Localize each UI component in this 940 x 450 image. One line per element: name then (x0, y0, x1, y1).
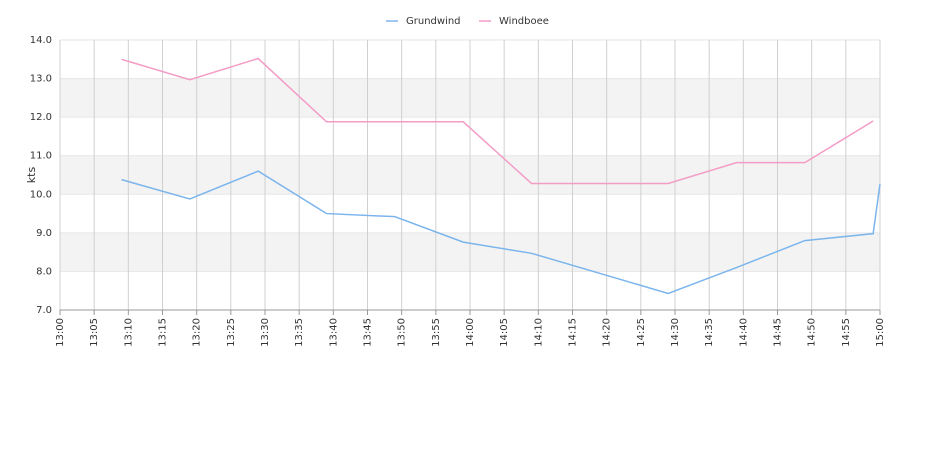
x-tick-label: 14:20 (602, 318, 613, 347)
y-axis-label: kts (25, 167, 38, 184)
x-tick-label: 13:45 (363, 318, 374, 347)
x-tick-label: 14:45 (773, 318, 784, 347)
x-tick-label: 14:40 (738, 318, 749, 347)
x-tick-label: 14:25 (636, 318, 647, 347)
x-tick-label: 13:35 (294, 318, 305, 347)
y-tick-label: 8.0 (36, 266, 52, 277)
series-line (121, 170, 881, 295)
x-tick-label: 15:00 (875, 318, 886, 347)
y-tick-label: 7.0 (36, 305, 52, 316)
x-tick-label: 13:40 (328, 318, 339, 347)
x-tick-label: 13:30 (260, 318, 271, 347)
x-tick-label: 13:10 (123, 318, 134, 347)
y-tick-label: 13.0 (30, 74, 52, 85)
x-tick-label: 14:35 (704, 318, 715, 347)
x-tick-label: 13:20 (192, 318, 203, 347)
x-tick-label: 14:30 (670, 318, 681, 347)
x-tick-label: 14:55 (841, 318, 852, 347)
x-tick-label: 14:50 (807, 318, 818, 347)
legend-label: Grundwind (406, 16, 461, 27)
series-line (121, 57, 874, 185)
x-tick-label: 13:00 (55, 318, 66, 347)
x-tick-label: 13:15 (158, 318, 169, 347)
x-tick-label: 14:15 (568, 318, 579, 347)
y-tick-label: 12.0 (30, 112, 52, 123)
x-tick-label: 13:50 (397, 318, 408, 347)
x-tick-label: 14:10 (533, 318, 544, 347)
x-tick-label: 13:25 (226, 318, 237, 347)
x-tick-label: 14:05 (499, 318, 510, 347)
y-tick-label: 11.0 (30, 151, 52, 162)
y-tick-label: 9.0 (36, 228, 52, 239)
y-tick-label: 10.0 (30, 189, 52, 200)
legend-label: Windboee (499, 16, 549, 27)
x-tick-label: 13:05 (89, 318, 100, 347)
y-tick-label: 14.0 (30, 35, 52, 46)
x-tick-label: 14:00 (465, 318, 476, 347)
x-tick-label: 13:55 (431, 318, 442, 347)
